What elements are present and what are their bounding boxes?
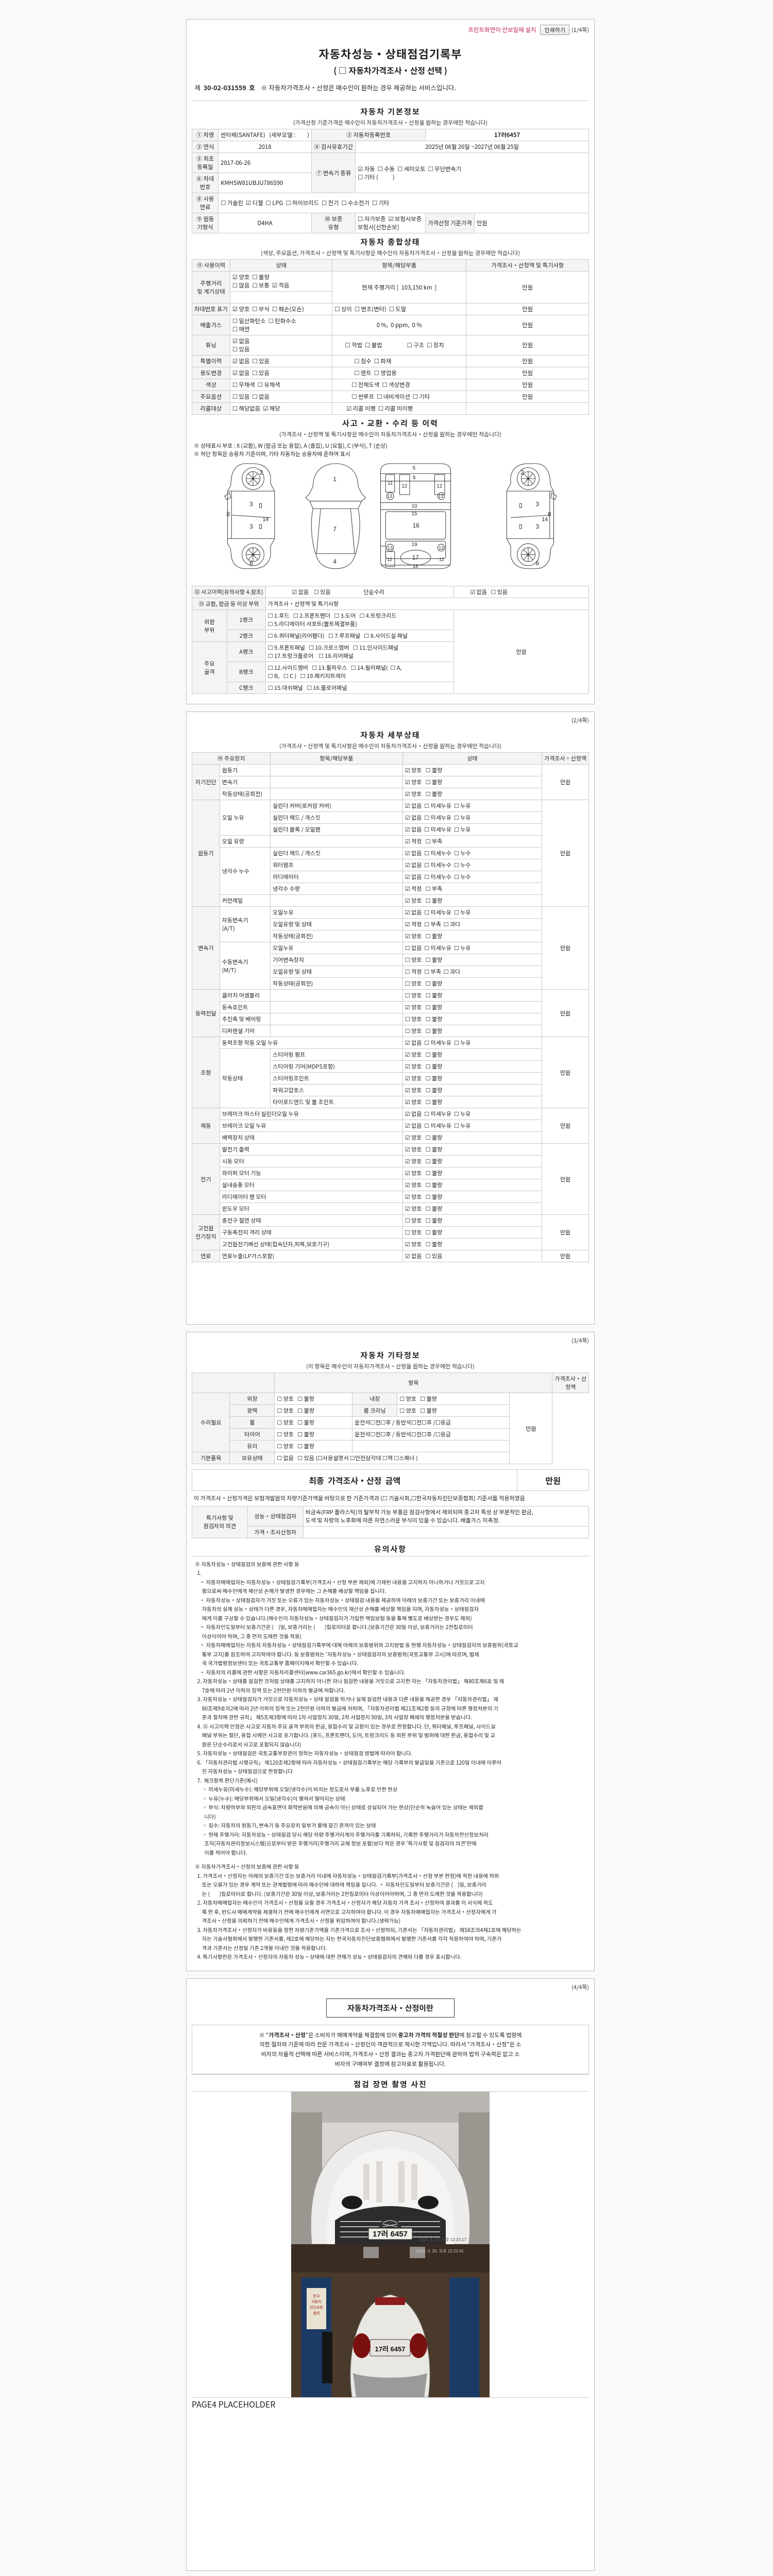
svg-text:6: 6 [535, 560, 539, 567]
svg-text:11: 11 [388, 481, 393, 486]
svg-text:자동차: 자동차 [311, 2299, 322, 2304]
svg-text:10: 10 [411, 503, 417, 509]
svg-text:13: 13 [387, 494, 392, 499]
svg-text:1: 1 [333, 476, 336, 483]
svg-text:6: 6 [249, 560, 253, 567]
svg-text:3: 3 [249, 523, 253, 530]
svg-text:12: 12 [436, 483, 442, 489]
svg-text:2026. 3. 20. 오후 12:23:41: 2026. 3. 20. 오후 12:23:41 [416, 2249, 464, 2253]
svg-text:협회: 협회 [313, 2311, 320, 2315]
svg-text:3: 3 [249, 501, 253, 507]
svg-text:13: 13 [439, 546, 444, 551]
svg-text:4: 4 [333, 558, 337, 565]
svg-text:13: 13 [438, 494, 443, 499]
svg-text:12: 12 [439, 557, 444, 562]
svg-text:7: 7 [333, 526, 336, 533]
svg-text:진단보증: 진단보증 [310, 2305, 323, 2310]
svg-text:9: 9 [412, 475, 415, 481]
svg-text:2026. 3. 20. 오후 12:23:17: 2026. 3. 20. 오후 12:23:17 [418, 2238, 466, 2242]
svg-text:3: 3 [535, 523, 539, 530]
svg-text:14: 14 [262, 517, 268, 523]
svg-text:한국: 한국 [313, 2294, 320, 2298]
svg-text:8: 8 [226, 511, 229, 518]
svg-text:18: 18 [412, 564, 418, 569]
svg-text:13: 13 [388, 546, 393, 551]
svg-text:16: 16 [412, 522, 419, 529]
svg-text:19: 19 [411, 542, 417, 548]
svg-text:14: 14 [542, 517, 548, 523]
svg-text:12: 12 [401, 483, 407, 489]
svg-text:17러 6457: 17러 6457 [373, 2230, 408, 2239]
svg-text:15: 15 [411, 511, 417, 517]
svg-text:5: 5 [412, 466, 415, 471]
svg-text:2: 2 [259, 469, 262, 476]
svg-text:12: 12 [387, 557, 392, 562]
svg-text:3: 3 [535, 501, 539, 507]
svg-text:17러 6457: 17러 6457 [375, 2345, 406, 2353]
svg-text:2: 2 [520, 469, 524, 476]
svg-text:17: 17 [412, 554, 418, 561]
svg-text:8: 8 [547, 511, 550, 518]
